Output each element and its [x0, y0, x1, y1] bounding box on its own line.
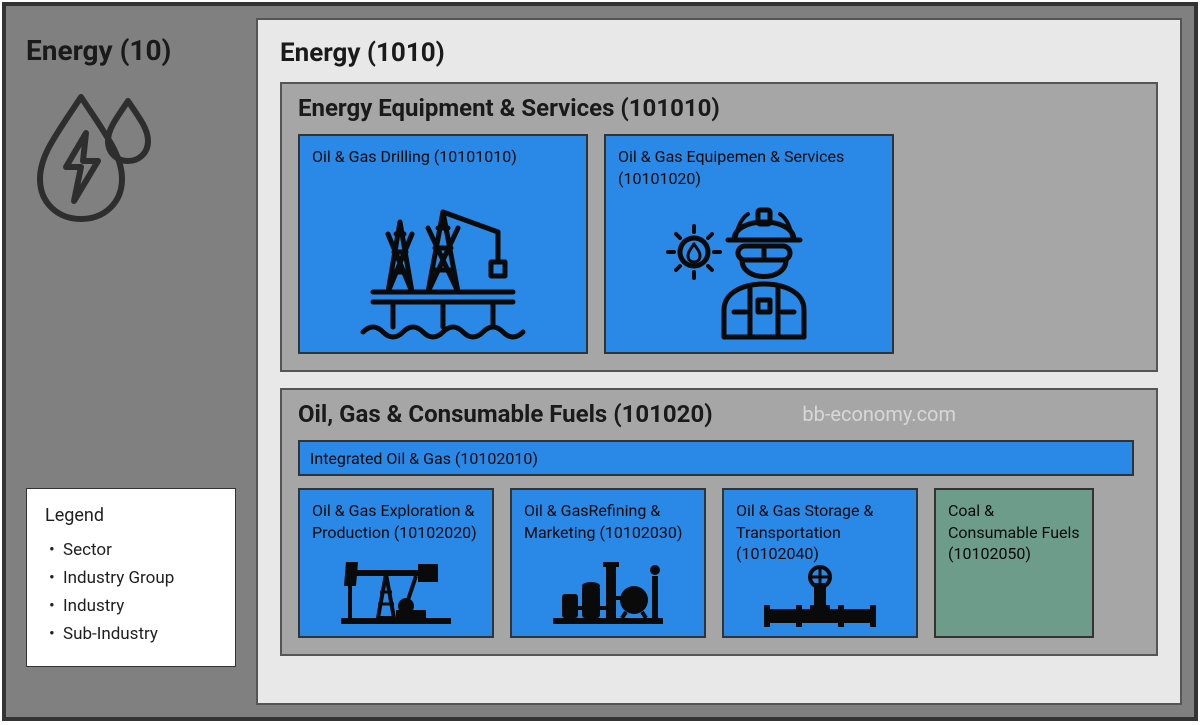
industry-box: Energy Equipment & Services (101010) Oil…: [280, 82, 1158, 372]
sub-industry-label: Oil & Gas Equipemen & Services (10101020…: [618, 146, 880, 189]
pumpjack-icon: [312, 543, 480, 626]
watermark-text: bb-economy.com: [802, 402, 956, 426]
industry-title: Oil, Gas & Consumable Fuels (101020): [298, 400, 1140, 428]
legend-item: Industry: [45, 592, 217, 620]
sector-column: Energy (10) Legend Sector Industry Group…: [6, 6, 256, 717]
refinery-icon: [524, 543, 692, 626]
sub-industry-label: Coal & Consumable Fuels (10102050): [948, 500, 1080, 565]
sub-industry-label: Integrated Oil & Gas (10102010): [310, 448, 1122, 470]
engineer-icon: [618, 189, 880, 342]
oil-rig-icon: [312, 168, 574, 342]
sub-industry-box: Oil & Gas Drilling (10101010): [298, 134, 588, 354]
industry-title: Energy Equipment & Services (101010): [298, 94, 1140, 122]
legend-item: Sub-Industry: [45, 620, 217, 648]
sub-industry-row: Oil & Gas Exploration & Production (1010…: [298, 488, 1140, 638]
legend-item: Sector: [45, 536, 217, 564]
pipeline-icon: [736, 565, 904, 635]
industry-group-title: Energy (1010): [280, 38, 1158, 68]
diagram-frame: Energy (10) Legend Sector Industry Group…: [2, 2, 1198, 721]
legend-item: Industry Group: [45, 564, 217, 592]
sub-industry-box: Oil & Gas Exploration & Production (1010…: [298, 488, 494, 638]
legend-list: Sector Industry Group Industry Sub-Indus…: [45, 536, 217, 648]
legend-box: Legend Sector Industry Group Industry Su…: [26, 488, 236, 667]
sub-industry-box: Oil & GasRefining & Marketing (10102030): [510, 488, 706, 638]
sub-industry-box: Integrated Oil & Gas (10102010): [298, 440, 1134, 476]
sub-industry-box: Oil & Gas Storage & Transportation (1010…: [722, 488, 918, 638]
sub-industry-label: Oil & Gas Storage & Transportation (1010…: [736, 500, 904, 565]
sub-industry-label: Oil & Gas Drilling (10101010): [312, 146, 574, 168]
sector-header: Energy (10): [26, 34, 236, 225]
sub-industry-label: Oil & GasRefining & Marketing (10102030): [524, 500, 692, 543]
sub-industry-label: Oil & Gas Exploration & Production (1010…: [312, 500, 480, 543]
industry-box: Oil, Gas & Consumable Fuels (101020) bb-…: [280, 388, 1158, 656]
sector-title: Energy (10): [26, 34, 236, 67]
legend-title: Legend: [45, 505, 217, 526]
industry-group-panel: Energy (1010) Energy Equipment & Service…: [256, 18, 1182, 705]
energy-drop-bolt-icon: [26, 85, 236, 225]
sub-industry-row: Oil & Gas Drilling (10101010): [298, 134, 1140, 354]
sub-industry-box: Oil & Gas Equipemen & Services (10101020…: [604, 134, 894, 354]
sub-industry-box: Coal & Consumable Fuels (10102050): [934, 488, 1094, 638]
